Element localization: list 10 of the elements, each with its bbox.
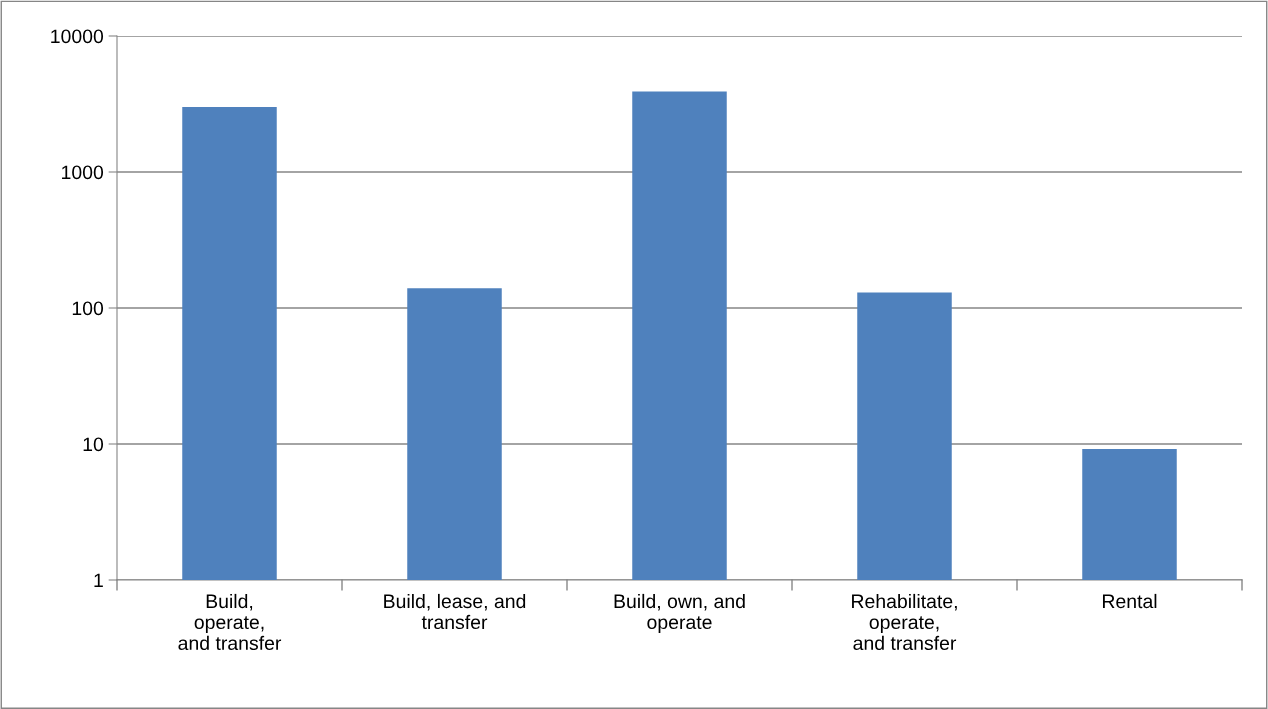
- x-tick-label: Build, lease, and transfer: [384, 593, 526, 630]
- y-tick-label: 1: [94, 573, 103, 588]
- y-tick-label: 10: [83, 437, 104, 452]
- y-tick-label: 10000: [51, 29, 104, 44]
- y-tick-label: 1000: [62, 165, 104, 180]
- x-tick-label: Rehabilitate, operate, and transfer: [852, 593, 957, 651]
- x-tick-label: Build, operate, and transfer: [178, 593, 282, 651]
- x-tick-label: Rental: [1102, 593, 1157, 609]
- y-tick-label: 100: [72, 301, 104, 316]
- x-tick-label: Build, own, and operate: [614, 593, 745, 633]
